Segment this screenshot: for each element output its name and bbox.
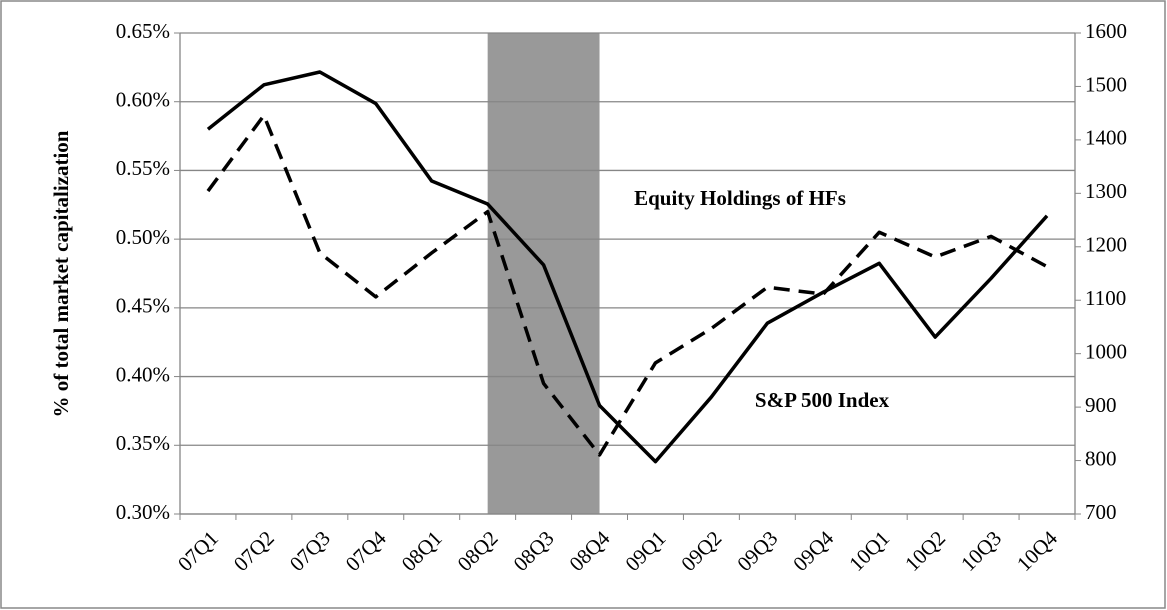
y-tick-label: 0.65% (116, 19, 170, 43)
y2-tick-label: 800 (1085, 446, 1117, 470)
y-tick-label: 0.30% (116, 500, 170, 524)
series-label: S&P 500 Index (755, 388, 890, 412)
y2-tick-label: 1500 (1085, 72, 1127, 96)
y2-tick-label: 1100 (1085, 286, 1126, 310)
y2-tick-label: 1300 (1085, 179, 1127, 203)
y2-tick-label: 900 (1085, 393, 1117, 417)
series-line (206, 70, 1049, 464)
y2-tick-label: 1200 (1085, 233, 1127, 257)
series-label: Equity Holdings of HFs (634, 186, 846, 210)
y-tick-label: 0.35% (116, 431, 170, 455)
y-tick-label: 0.40% (116, 362, 170, 386)
y-tick-label: 0.50% (116, 225, 170, 249)
y2-tick-label: 1000 (1085, 339, 1127, 363)
y2-tick-label: 1600 (1085, 19, 1127, 43)
y-tick-label: 0.55% (116, 156, 170, 180)
y-axis-title: % of total market capitalization (49, 130, 73, 417)
y-tick-label: 0.45% (116, 294, 170, 318)
shaded-period (487, 33, 600, 514)
y-tick-label: 0.60% (116, 88, 170, 112)
series-line (206, 113, 1048, 457)
y2-tick-label: 700 (1085, 500, 1117, 524)
y2-tick-label: 1400 (1085, 126, 1127, 150)
